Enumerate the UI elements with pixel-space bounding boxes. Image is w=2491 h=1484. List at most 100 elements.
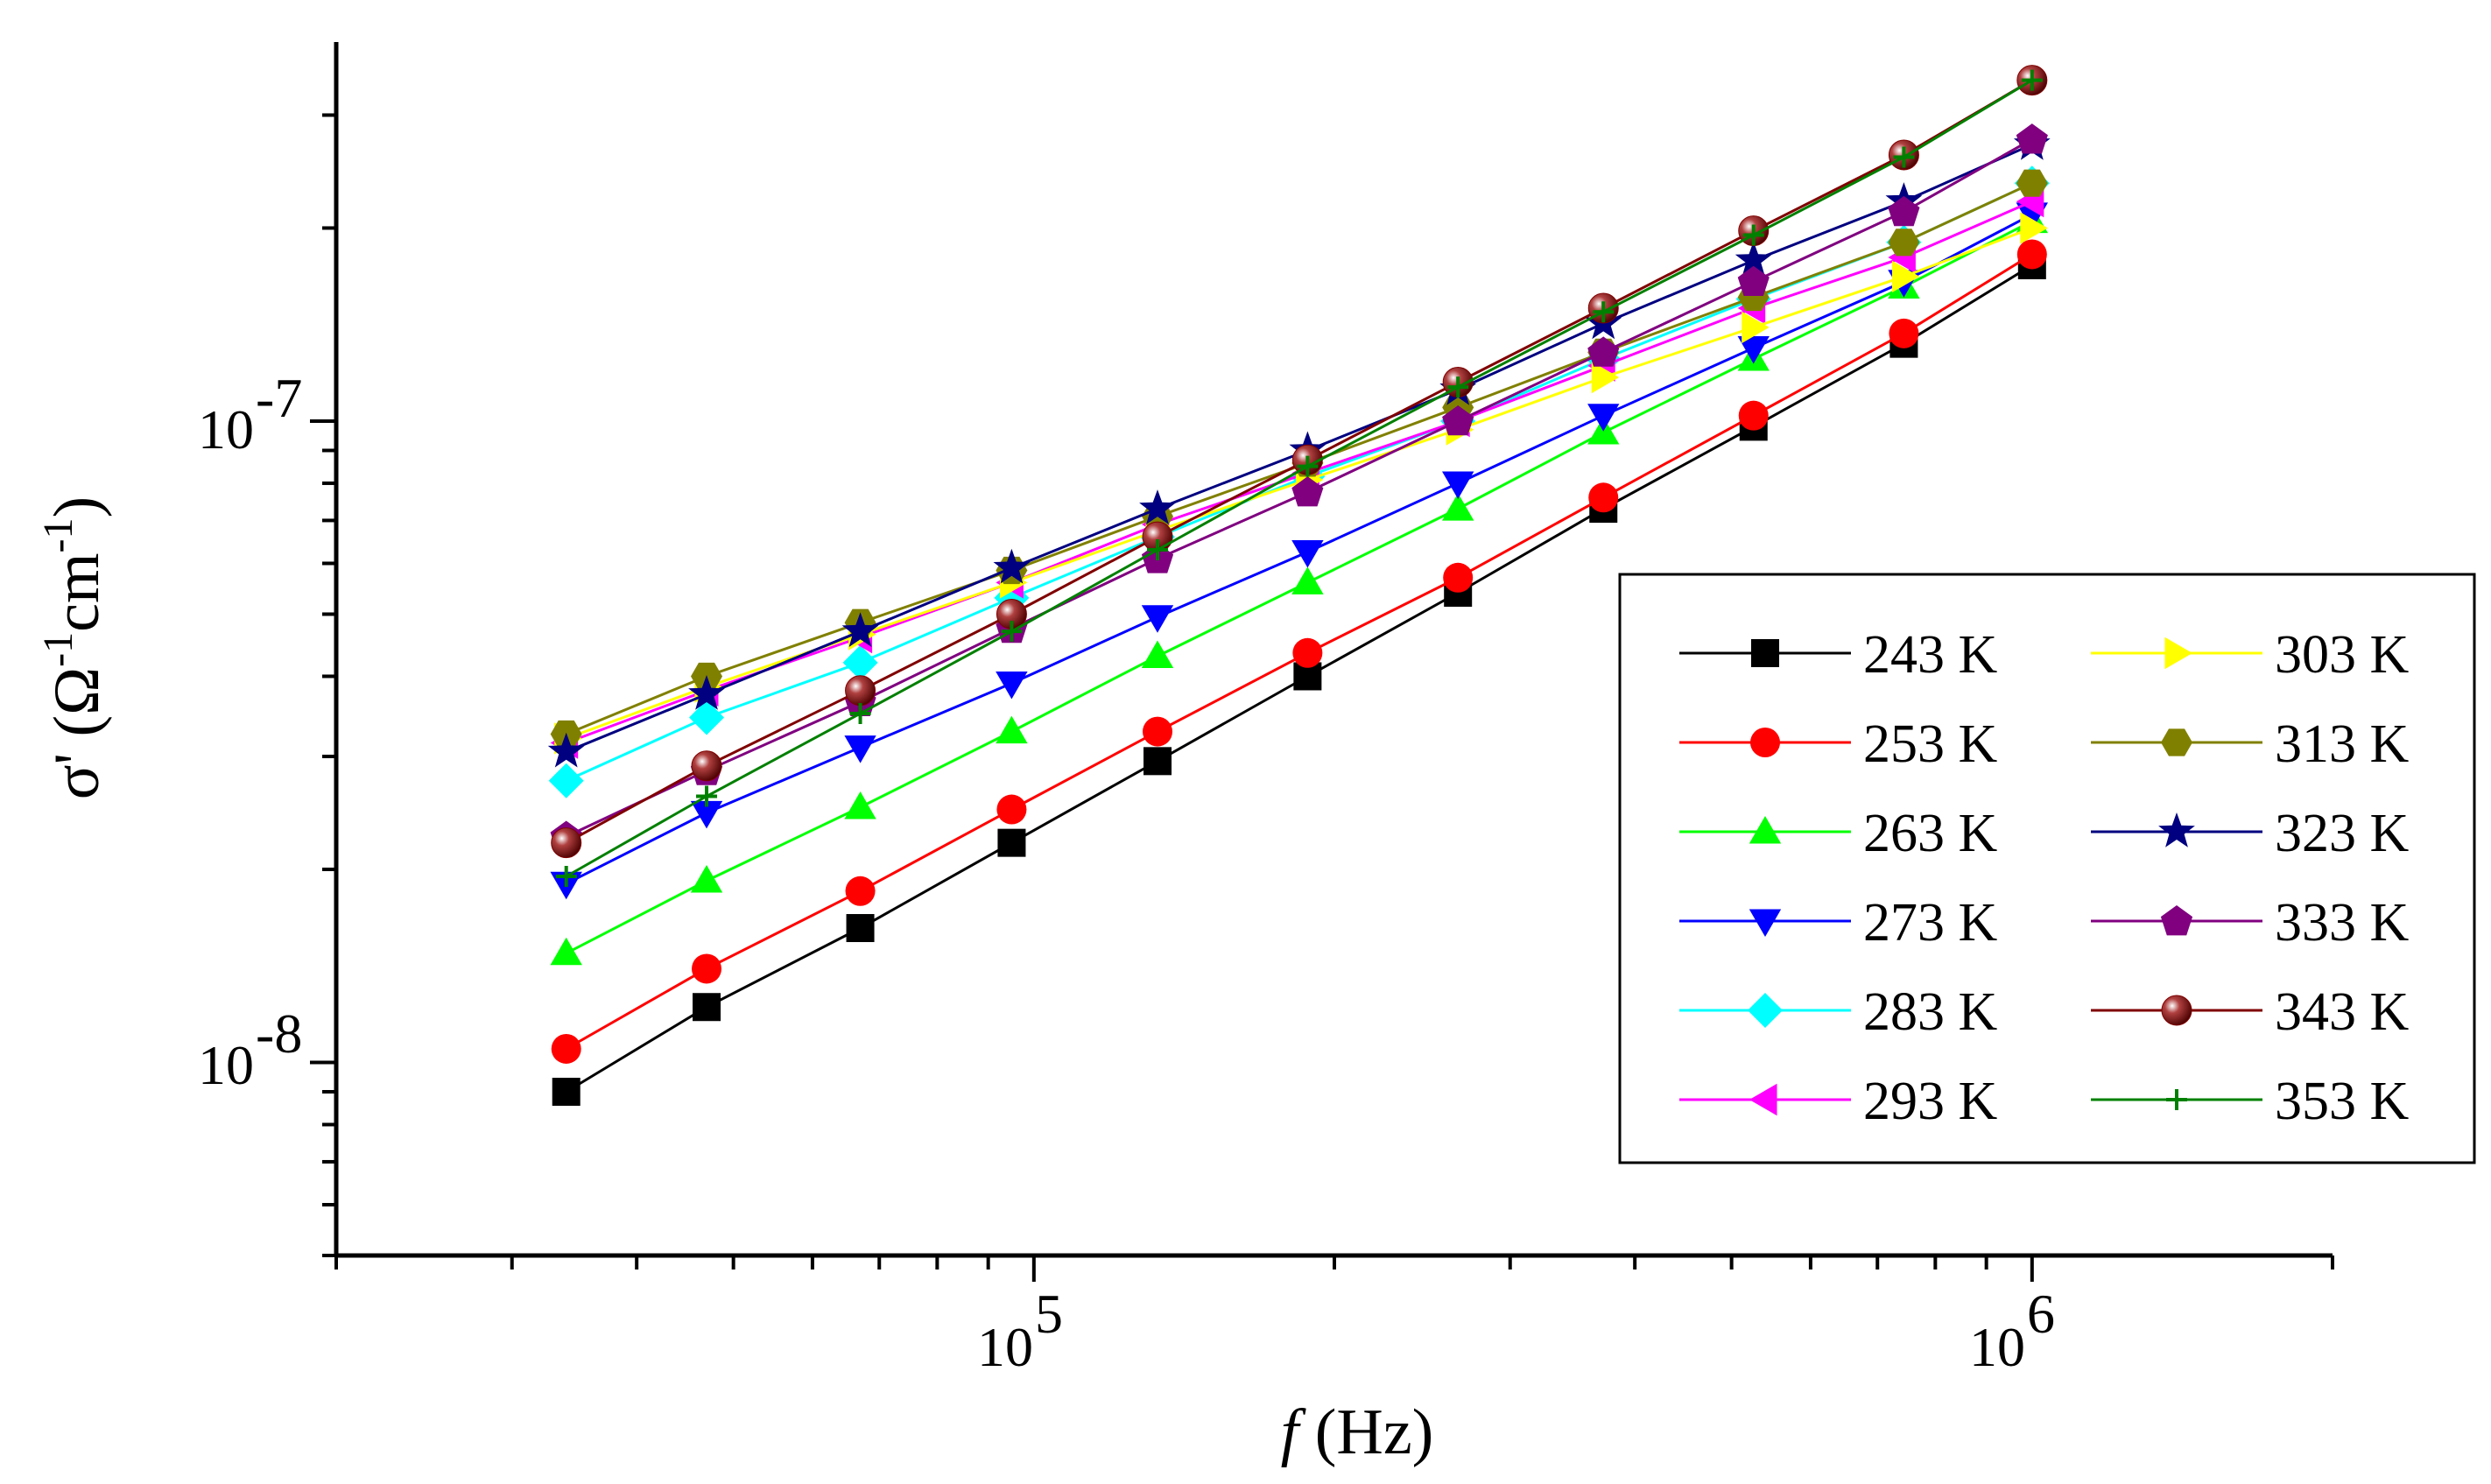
y-tick-exp-1e-7: -7 [256, 367, 302, 429]
legend-marker [2166, 1089, 2187, 1110]
data-point [689, 700, 724, 735]
legend-item: 353 K [2091, 1072, 2410, 1131]
data-point [844, 791, 876, 819]
y-tick-label-1e-7: 10 [198, 398, 254, 461]
series-353k [555, 69, 2043, 888]
data-point [547, 732, 585, 768]
tick-labels: 10 5 10 6 10 -7 10 -8 [198, 367, 2055, 1378]
data-point [849, 702, 871, 724]
data-point [1141, 640, 1174, 668]
data-point [691, 750, 722, 782]
y-axis-title: σ' (Ω-1cm-1) [35, 496, 113, 799]
data-point [996, 794, 1027, 825]
legend-label: 343 K [2275, 982, 2410, 1042]
legend-box [1618, 573, 2476, 1164]
legend-label: 303 K [2275, 625, 2410, 685]
legend-marker [2160, 905, 2193, 936]
data-point [1291, 476, 1324, 507]
data-point [1141, 605, 1174, 633]
data-point [1888, 229, 1920, 257]
legend-marker [1748, 993, 1783, 1028]
data-point [552, 1078, 581, 1107]
data-point [1891, 260, 1920, 293]
legend-marker [2161, 728, 2192, 756]
legend-marker [1749, 816, 1782, 844]
series-layer [547, 65, 2051, 1107]
legend-marker [1750, 728, 1780, 757]
legend-item: 333 K [2091, 893, 2410, 953]
series-263k [550, 205, 2048, 966]
legend: 243 K 253 K 263 K 273 K 283 K 293 K 303 K 313 K… [1618, 573, 2476, 1164]
data-point [842, 644, 878, 680]
x-tick-exp-1e5: 5 [1035, 1283, 1063, 1345]
data-point [555, 866, 577, 888]
legend-item: 313 K [2091, 714, 2410, 774]
legend-item: 263 K [1679, 804, 1998, 863]
data-point [1587, 404, 1620, 432]
data-point [1735, 241, 1772, 277]
legend-item: 243 K [1679, 625, 1998, 685]
legend-item: 283 K [1679, 982, 1998, 1042]
legend-label: 283 K [1863, 982, 1998, 1042]
data-point [690, 800, 723, 829]
data-point [1588, 482, 1619, 513]
data-point [1297, 455, 1319, 477]
data-point [550, 937, 582, 966]
data-point [1143, 747, 1172, 776]
x-axis-title-unit: (Hz) [1298, 1396, 1433, 1468]
data-point [1291, 566, 1324, 594]
data-point [1143, 716, 1173, 747]
data-point [688, 675, 725, 710]
legend-label: 323 K [2275, 804, 2410, 863]
x-tick-label-1e6: 10 [1969, 1316, 2025, 1378]
data-point [845, 675, 876, 707]
y-axis-title-exp2: -1 [35, 517, 81, 552]
data-point [996, 715, 1028, 744]
x-tick-label-1e5: 10 [977, 1316, 1033, 1378]
y-axis-title-open: (Ω [41, 667, 113, 753]
data-point [1001, 621, 1023, 643]
data-point [696, 785, 718, 807]
data-point [844, 735, 876, 763]
data-point [1737, 265, 1770, 296]
data-point [1889, 318, 1919, 348]
data-point [1442, 493, 1474, 521]
x-axis-title: f (Hz) [1281, 1396, 1434, 1468]
data-point [693, 993, 721, 1022]
data-point [692, 953, 722, 984]
legend-label: 353 K [2275, 1072, 2410, 1131]
data-point [1591, 361, 1620, 394]
data-point [1442, 405, 1474, 436]
data-point [1442, 471, 1474, 499]
y-axis-title-close: ) [41, 496, 113, 518]
data-point [2016, 239, 2047, 270]
data-point [1447, 376, 1469, 398]
legend-marker [1751, 639, 1779, 667]
data-point [1893, 146, 1915, 168]
legend-label: 333 K [2275, 893, 2410, 953]
data-point [1742, 311, 1770, 344]
legend-marker [2161, 995, 2192, 1026]
data-point [1593, 301, 1615, 323]
x-tick-exp-1e6: 6 [2027, 1283, 2055, 1345]
data-point [1742, 224, 1764, 246]
data-point [997, 828, 1026, 857]
legend-label: 243 K [1863, 625, 1998, 685]
legend-label: 263 K [1863, 804, 1998, 863]
legend-items: 243 K 253 K 263 K 273 K 283 K 293 K 303 K 313 K… [1679, 625, 2410, 1131]
y-axis-title-exp1: -1 [35, 632, 81, 667]
legend-marker [2164, 637, 2192, 670]
data-point [1738, 400, 1769, 431]
y-tick-label-1e-8: 10 [198, 1034, 254, 1096]
legend-item: 343 K [2091, 982, 2410, 1042]
data-point [1292, 637, 1323, 668]
legend-item: 303 K [2091, 625, 2410, 685]
data-point [2016, 169, 2048, 197]
data-point [845, 876, 876, 906]
data-point [846, 914, 875, 943]
data-point [1291, 540, 1324, 568]
data-point [1888, 195, 1920, 227]
data-point [2021, 69, 2043, 91]
data-point [996, 672, 1028, 700]
